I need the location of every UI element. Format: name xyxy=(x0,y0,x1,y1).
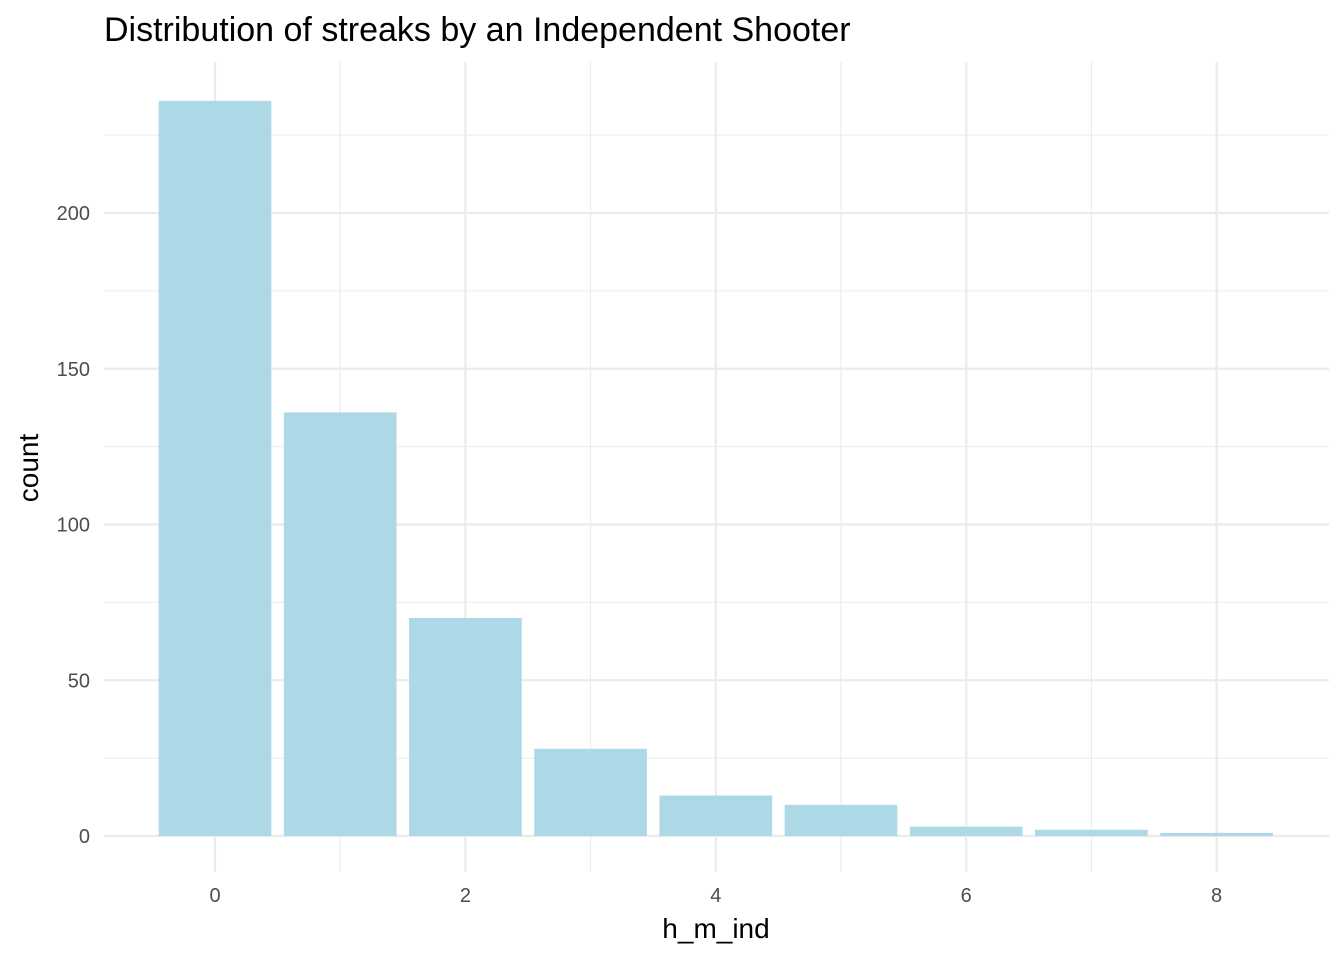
bar xyxy=(158,100,272,837)
bar xyxy=(659,795,773,836)
bar xyxy=(534,748,647,836)
x-axis-label: h_m_ind xyxy=(662,913,769,944)
y-tick-label: 200 xyxy=(57,203,90,225)
bar xyxy=(1035,829,1148,836)
x-tick-label: 0 xyxy=(209,885,220,907)
x-tick-label: 8 xyxy=(1211,885,1222,907)
y-tick-label: 150 xyxy=(57,359,90,381)
bar xyxy=(1160,832,1273,836)
x-axis-ticks: 0 2 4 6 8 xyxy=(209,885,1222,907)
x-tick-label: 4 xyxy=(710,885,721,907)
y-axis-label: count xyxy=(13,434,44,503)
y-axis-ticks: 0 50 100 150 200 xyxy=(57,203,90,848)
bar xyxy=(409,617,522,836)
bar xyxy=(909,826,1023,836)
x-tick-label: 2 xyxy=(460,885,471,907)
y-tick-label: 100 xyxy=(57,515,90,537)
y-tick-label: 0 xyxy=(79,826,90,848)
bars xyxy=(158,100,1273,837)
bar xyxy=(784,804,898,836)
chart-title: Distribution of streaks by an Independen… xyxy=(104,11,851,49)
y-tick-label: 50 xyxy=(68,670,90,692)
x-tick-label: 6 xyxy=(961,885,972,907)
bar xyxy=(283,412,397,836)
